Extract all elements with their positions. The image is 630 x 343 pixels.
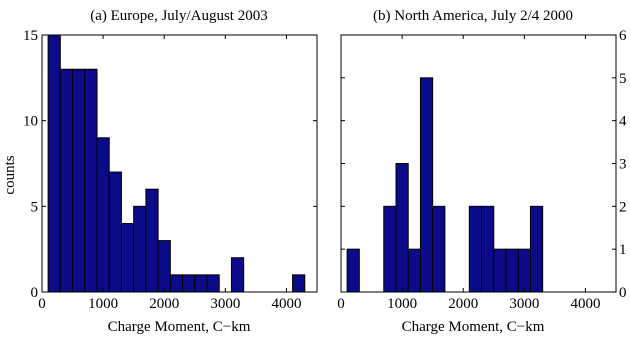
panel-b-x-tick-label-4: 4000	[570, 296, 600, 312]
panel-a-x-axis-label: Charge Moment, C−km	[108, 319, 251, 335]
panel-a-x-tick-label-4: 4000	[271, 296, 301, 312]
panel-b-frame	[340, 34, 617, 293]
panel-a-bar-6	[120, 222, 135, 293]
panel-a-bar-14	[230, 257, 245, 293]
panel-a-y-tick-label-3: 15	[23, 28, 38, 44]
panel-a-bar-12	[194, 274, 208, 293]
panel-b-y-tick-label-6: 6	[619, 28, 627, 44]
panel-a-y-tick-label-0: 0	[31, 285, 39, 301]
panel-a-x-tick-label-0: 0	[38, 296, 46, 312]
panel-a-bar-8	[145, 188, 159, 293]
panel-a-bar-2	[72, 68, 86, 293]
panel-a-x-tick-label-2: 2000	[149, 296, 179, 312]
panel-a-bar-4	[96, 137, 110, 293]
panel-a-title: (a) Europe, July/August 2003	[90, 8, 267, 24]
panel-b-x-tick-label-0: 0	[337, 296, 345, 312]
panel-a-x-tick-label-1: 1000	[88, 296, 118, 312]
panel-a-bar-10	[169, 274, 184, 293]
panel-b-x-tick-label-1: 1000	[387, 296, 417, 312]
panel-a-bar-15	[292, 274, 306, 293]
panel-b-bar-3	[407, 248, 421, 293]
panel-b-title: (b) North America, July 2/4 2000	[373, 8, 573, 24]
panel-a-y-tick-label-2: 10	[23, 114, 38, 130]
panel-a-bar-5	[108, 171, 122, 293]
panel-b-y-tick-label-2: 2	[619, 199, 627, 215]
panel-europe: (a) Europe, July/August 2003 Charge Mome…	[2, 8, 318, 335]
panel-b-x-tick-label-3: 3000	[509, 296, 539, 312]
panel-b-bar-2	[395, 163, 409, 293]
panel-a-bar-7	[133, 205, 147, 293]
panel-a-bars	[47, 34, 306, 293]
panel-a-frame	[41, 34, 318, 293]
panel-a-bar-0	[47, 34, 61, 293]
panel-b-ticks: 0 1000 2000 3000 4000 0 1 2 3 4 5 6	[337, 28, 627, 312]
panel-a-bar-11	[182, 274, 196, 293]
panel-b-bar-6	[468, 205, 483, 293]
panel-a-bar-1	[59, 68, 74, 293]
panel-b-x-axis-label: Charge Moment, C−km	[402, 319, 545, 335]
panel-b-bar-7	[481, 205, 495, 293]
panel-b-y-tick-label-3: 3	[619, 157, 627, 173]
panel-a-y-axis-label: counts	[2, 155, 18, 194]
panel-a-bar-3	[84, 68, 98, 293]
panel-b-bars	[346, 77, 544, 293]
panel-a-ticks: 0 1000 2000 3000 4000 0 5 10 15	[23, 28, 317, 312]
panel-b-bar-0	[346, 248, 360, 293]
panel-a-bar-13	[206, 274, 220, 293]
panel-b-y-tick-label-0: 0	[619, 285, 627, 301]
panel-b-y-tick-label-4: 4	[619, 114, 627, 130]
panel-a-y-tick-label-1: 5	[31, 199, 39, 215]
panel-a-bar-9	[157, 240, 171, 293]
panel-b-bar-9	[505, 248, 519, 293]
panel-b-y-tick-label-5: 5	[619, 71, 627, 87]
panel-north-america: (b) North America, July 2/4 2000 Charge …	[337, 8, 627, 335]
panel-b-bar-1	[383, 205, 397, 293]
panel-a-x-tick-label-3: 3000	[210, 296, 240, 312]
panel-b-bar-4	[419, 77, 434, 293]
panel-b-bar-5	[432, 205, 446, 293]
panel-b-y-tick-label-1: 1	[619, 242, 627, 258]
panel-b-bar-8	[493, 248, 507, 293]
panel-b-x-tick-label-2: 2000	[448, 296, 478, 312]
panel-b-bar-11	[529, 205, 544, 293]
panel-b-bar-10	[517, 248, 531, 293]
